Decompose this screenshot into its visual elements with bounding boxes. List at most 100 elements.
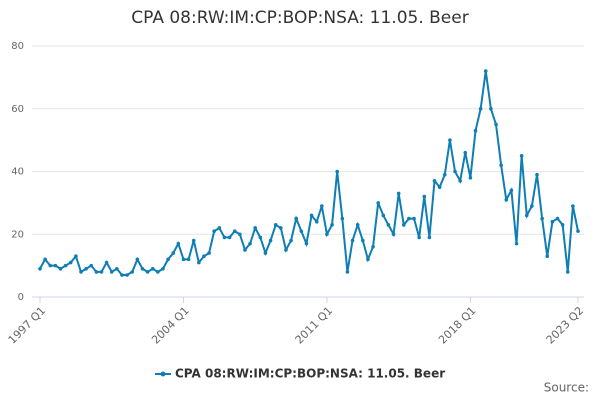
data-point: [437, 185, 442, 189]
data-point: [253, 226, 257, 230]
data-point: [248, 241, 252, 246]
data-point: [401, 223, 406, 227]
data-point: [545, 254, 550, 259]
data-point: [576, 229, 580, 233]
data-point: [222, 235, 227, 240]
data-point: [473, 128, 478, 133]
data-point: [161, 266, 165, 271]
y-tick-label: 20: [11, 229, 24, 240]
data-point: [284, 248, 288, 252]
data-point: [376, 201, 380, 205]
data-point: [258, 235, 263, 240]
data-point: [289, 238, 293, 243]
data-point: [489, 106, 493, 111]
y-tick-label: 80: [11, 41, 24, 52]
data-point: [535, 172, 539, 177]
y-tick-label: 0: [18, 292, 24, 303]
data-point: [463, 150, 468, 155]
data-point: [371, 245, 375, 249]
data-point: [63, 263, 68, 268]
legend-marker: [160, 371, 166, 377]
chart-title: CPA 08:RW:IM:CP:BOP:NSA: 11.05. Beer: [131, 8, 468, 28]
data-point: [268, 238, 273, 243]
data-point: [197, 260, 201, 265]
legend-label: CPA 08:RW:IM:CP:BOP:NSA: 11.05. Beer: [175, 367, 445, 381]
data-point: [279, 226, 283, 230]
data-point: [314, 219, 319, 224]
data-point: [478, 106, 483, 111]
data-point: [238, 232, 242, 237]
data-point: [350, 238, 355, 243]
data-point: [514, 241, 519, 246]
data-point: [43, 257, 47, 262]
data-point: [202, 254, 206, 259]
data-point: [58, 266, 63, 271]
data-point: [540, 216, 544, 221]
data-point: [330, 223, 334, 227]
data-point: [345, 270, 350, 274]
data-point: [571, 204, 575, 208]
data-point: [340, 216, 345, 221]
x-tick-label: 2018 Q1: [436, 304, 479, 347]
data-point: [79, 270, 83, 274]
data-point: [309, 213, 314, 218]
data-point: [53, 263, 58, 268]
x-tick-label: 2011 Q1: [293, 304, 336, 347]
data-point: [304, 241, 309, 246]
data-point: [530, 204, 534, 208]
data-point: [448, 138, 452, 142]
source: Source:: [544, 381, 589, 395]
data-point: [504, 197, 509, 202]
data-point: [524, 213, 529, 218]
data-point: [38, 266, 42, 271]
data-point: [565, 270, 570, 274]
data-point: [104, 260, 109, 265]
data-point: [299, 229, 304, 233]
data-point: [509, 188, 514, 193]
data-point: [135, 257, 140, 262]
data-point: [366, 257, 370, 262]
data-point: [207, 251, 211, 255]
data-point: [109, 270, 114, 274]
data-point: [84, 266, 88, 271]
y-tick-label: 40: [11, 167, 24, 178]
data-point: [191, 238, 196, 243]
data-point: [156, 270, 160, 274]
data-point: [560, 223, 565, 227]
x-tick-label: 2004 Q1: [149, 304, 192, 347]
data-point: [427, 235, 432, 240]
data-point: [186, 257, 191, 262]
y-tick-label: 60: [11, 104, 24, 115]
data-point: [407, 216, 411, 221]
data-point: [396, 191, 401, 196]
data-point: [48, 263, 53, 268]
data-point: [227, 235, 232, 240]
data-point: [217, 226, 222, 230]
data-point: [483, 69, 488, 73]
data-point: [243, 248, 247, 252]
data-point: [115, 266, 119, 271]
data-point: [273, 223, 278, 227]
data-point: [232, 229, 237, 233]
data-point: [325, 232, 329, 237]
data-point: [125, 273, 129, 277]
data-point: [381, 213, 386, 218]
data-point: [468, 175, 473, 180]
data-point: [89, 263, 94, 268]
data-point: [494, 122, 498, 127]
data-point: [555, 216, 560, 221]
data-point: [130, 270, 135, 274]
data-point: [74, 254, 78, 259]
data-point: [294, 216, 298, 221]
data-point: [355, 223, 360, 227]
data-point: [519, 154, 524, 158]
data-point: [422, 194, 427, 199]
data-point: [68, 260, 73, 265]
data-point: [458, 179, 462, 183]
data-point: [181, 257, 186, 262]
data-point: [335, 169, 339, 174]
data-point: [150, 266, 155, 271]
data-point: [499, 163, 503, 168]
